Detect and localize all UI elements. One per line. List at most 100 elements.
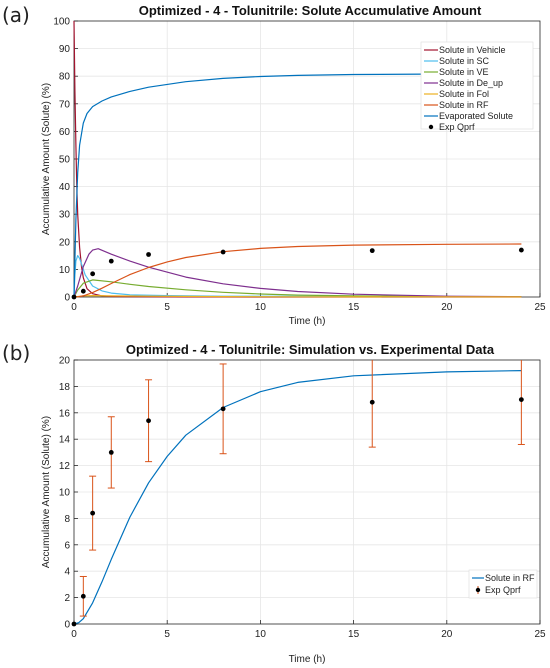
chart-b-series <box>73 370 522 625</box>
chart-b: Optimized - 4 - Tolunitrile: Simulation … <box>41 342 546 665</box>
chart-a-series-solute-in-de-up <box>73 248 522 298</box>
chart-b-x-tick-label: 25 <box>534 629 546 640</box>
chart-a-legend-item-solute-in-de-up: Solute in De_up <box>424 78 503 88</box>
chart-a-x-label: Time (h) <box>289 316 326 327</box>
chart-a-title: Optimized - 4 - Tolunitrile: Solute Accu… <box>139 3 482 18</box>
chart-a-y-tick-label: 40 <box>59 182 71 193</box>
chart-a-series-evaporated-solute <box>73 73 522 298</box>
chart-a-legend-label: Solute in SC <box>439 56 490 66</box>
chart-b-y-tick-label: 10 <box>59 488 71 499</box>
chart-a-series-solute-in-rf <box>73 243 522 298</box>
chart-b-y-tick-label: 12 <box>59 461 71 472</box>
chart-b-x-ticks: 0 5 10 15 20 25 <box>71 620 546 640</box>
chart-a-y-tick-label: 20 <box>59 237 71 248</box>
chart-b-data-point <box>220 406 226 412</box>
chart-a-y-tick-label: 90 <box>59 44 71 55</box>
chart-a-data-point <box>369 248 375 254</box>
chart-a-series-solute-in-sc <box>73 255 522 298</box>
chart-a-legend-label: Solute in Fol <box>439 89 489 99</box>
chart-a: Optimized - 4 - Tolunitrile: Solute Accu… <box>41 3 546 327</box>
chart-a-legend-label: Solute in RF <box>439 100 489 110</box>
chart-b-data-point <box>80 593 86 599</box>
chart-a-legend-item-evaporated-solute: Evaporated Solute <box>424 111 513 121</box>
chart-a-data-point <box>108 258 114 264</box>
chart-a-data-point <box>220 249 226 255</box>
chart-b-legend-item-solute-in-rf: Solute in RF <box>472 573 535 583</box>
chart-b-x-label: Time (h) <box>289 654 326 665</box>
chart-a-y-tick-label: 0 <box>64 293 70 304</box>
chart-b-data-point <box>146 418 151 424</box>
chart-b-x-tick-label: 5 <box>164 629 170 640</box>
chart-a-data-point <box>80 288 86 294</box>
chart-a-y-tick-label: 30 <box>59 210 71 221</box>
chart-a-legend-item-solute-in-sc: Solute in SC <box>424 56 490 66</box>
chart-a-x-tick-label: 20 <box>441 302 453 313</box>
chart-a-y-tick-label: 60 <box>59 127 71 138</box>
chart-a-series-solute-in-vehicle <box>73 20 522 298</box>
chart-b-x-tick-label: 15 <box>348 629 360 640</box>
chart-a-y-tick-label: 80 <box>59 72 71 83</box>
chart-b-title: Optimized - 4 - Tolunitrile: Simulation … <box>126 342 495 357</box>
chart-a-points <box>71 247 524 300</box>
chart-a-legend-item-solute-in-vehicle: Solute in Vehicle <box>424 45 506 55</box>
chart-b-legend-box <box>468 569 538 599</box>
chart-b-x-tick-label: 20 <box>441 629 453 640</box>
chart-b-data-point <box>369 399 375 405</box>
chart-a-y-tick-label: 10 <box>59 265 71 276</box>
chart-b-y-tick-label: 6 <box>64 540 70 551</box>
chart-a-x-tick-label: 10 <box>255 302 267 313</box>
chart-a-legend-label: Exp Qprf <box>439 122 475 132</box>
chart-b-y-tick-label: 18 <box>59 382 71 393</box>
chart-a-x-tick-label: 15 <box>348 302 360 313</box>
chart-a-legend-box <box>420 41 534 130</box>
chart-a-legend-label: Evaporated Solute <box>439 111 513 121</box>
chart-a-legend-item-solute-in-rf: Solute in RF <box>424 100 489 110</box>
chart-b-data-point <box>71 621 77 627</box>
chart-a-legend-label: Solute in De_up <box>439 78 503 88</box>
chart-b-series-solute-in-rf <box>73 370 522 625</box>
chart-a-legend-label: Solute in Vehicle <box>439 45 506 55</box>
legend-swatch-dot <box>428 124 434 130</box>
chart-b-y-tick-label: 0 <box>64 620 70 631</box>
chart-b-grid <box>74 360 540 624</box>
chart-a-y-tick-label: 70 <box>59 99 71 110</box>
chart-a-series-solute-in-ve <box>73 279 522 298</box>
chart-a-x-tick-label: 5 <box>164 302 170 313</box>
chart-a-legend-item-solute-in-ve: Solute in VE <box>424 67 489 77</box>
chart-a-y-tick-label: 50 <box>59 155 71 166</box>
chart-b-y-tick-label: 2 <box>64 593 70 604</box>
chart-b-data-point <box>108 450 114 455</box>
chart-a-x-tick-label: 25 <box>534 302 546 313</box>
chart-b-legend-label: Solute in RF <box>485 573 535 583</box>
chart-b-errorbar <box>517 360 525 445</box>
chart-a-legend-item-exp-qprf: Exp Qprf <box>428 122 475 132</box>
chart-b-legend-label: Exp Qprf <box>485 585 521 595</box>
chart-a-legend-label: Solute in VE <box>439 67 489 77</box>
chart-b-errorbars <box>79 360 525 617</box>
chart-b-y-label: Accumulative Amount (Solute) (%) <box>41 416 52 568</box>
chart-b-legend: Solute in RF Exp Qprf <box>468 569 538 599</box>
chart-b-y-ticks: 0 2 4 6 8 10 12 14 16 18 20 <box>59 356 78 631</box>
chart-a-x-tick-label: 0 <box>71 302 77 313</box>
chart-a-y-tick-label: 100 <box>53 17 70 28</box>
chart-b-legend-item-exp-qprf: Exp Qprf <box>475 585 521 595</box>
chart-a-y-label: Accumulative Amount (Solute) (%) <box>41 83 52 235</box>
chart-b-data-point <box>518 397 524 402</box>
chart-b-y-tick-label: 16 <box>59 408 71 419</box>
legend-swatch-dot <box>475 587 481 593</box>
chart-a-data-point <box>518 247 524 253</box>
chart-b-points <box>71 397 524 627</box>
chart-b-y-tick-label: 8 <box>64 514 70 525</box>
chart-b-y-tick-label: 14 <box>59 435 71 446</box>
chart-a-data-point <box>71 294 77 300</box>
chart-a-data-point <box>146 252 151 257</box>
panel-label-a: (a) <box>2 3 30 27</box>
chart-b-y-tick-label: 4 <box>64 567 70 578</box>
chart-a-data-point <box>90 271 96 277</box>
chart-b-x-tick-label: 10 <box>255 629 267 640</box>
chart-b-y-tick-label: 20 <box>59 356 71 367</box>
chart-a-x-ticks: 0 5 10 15 20 25 <box>71 293 546 313</box>
